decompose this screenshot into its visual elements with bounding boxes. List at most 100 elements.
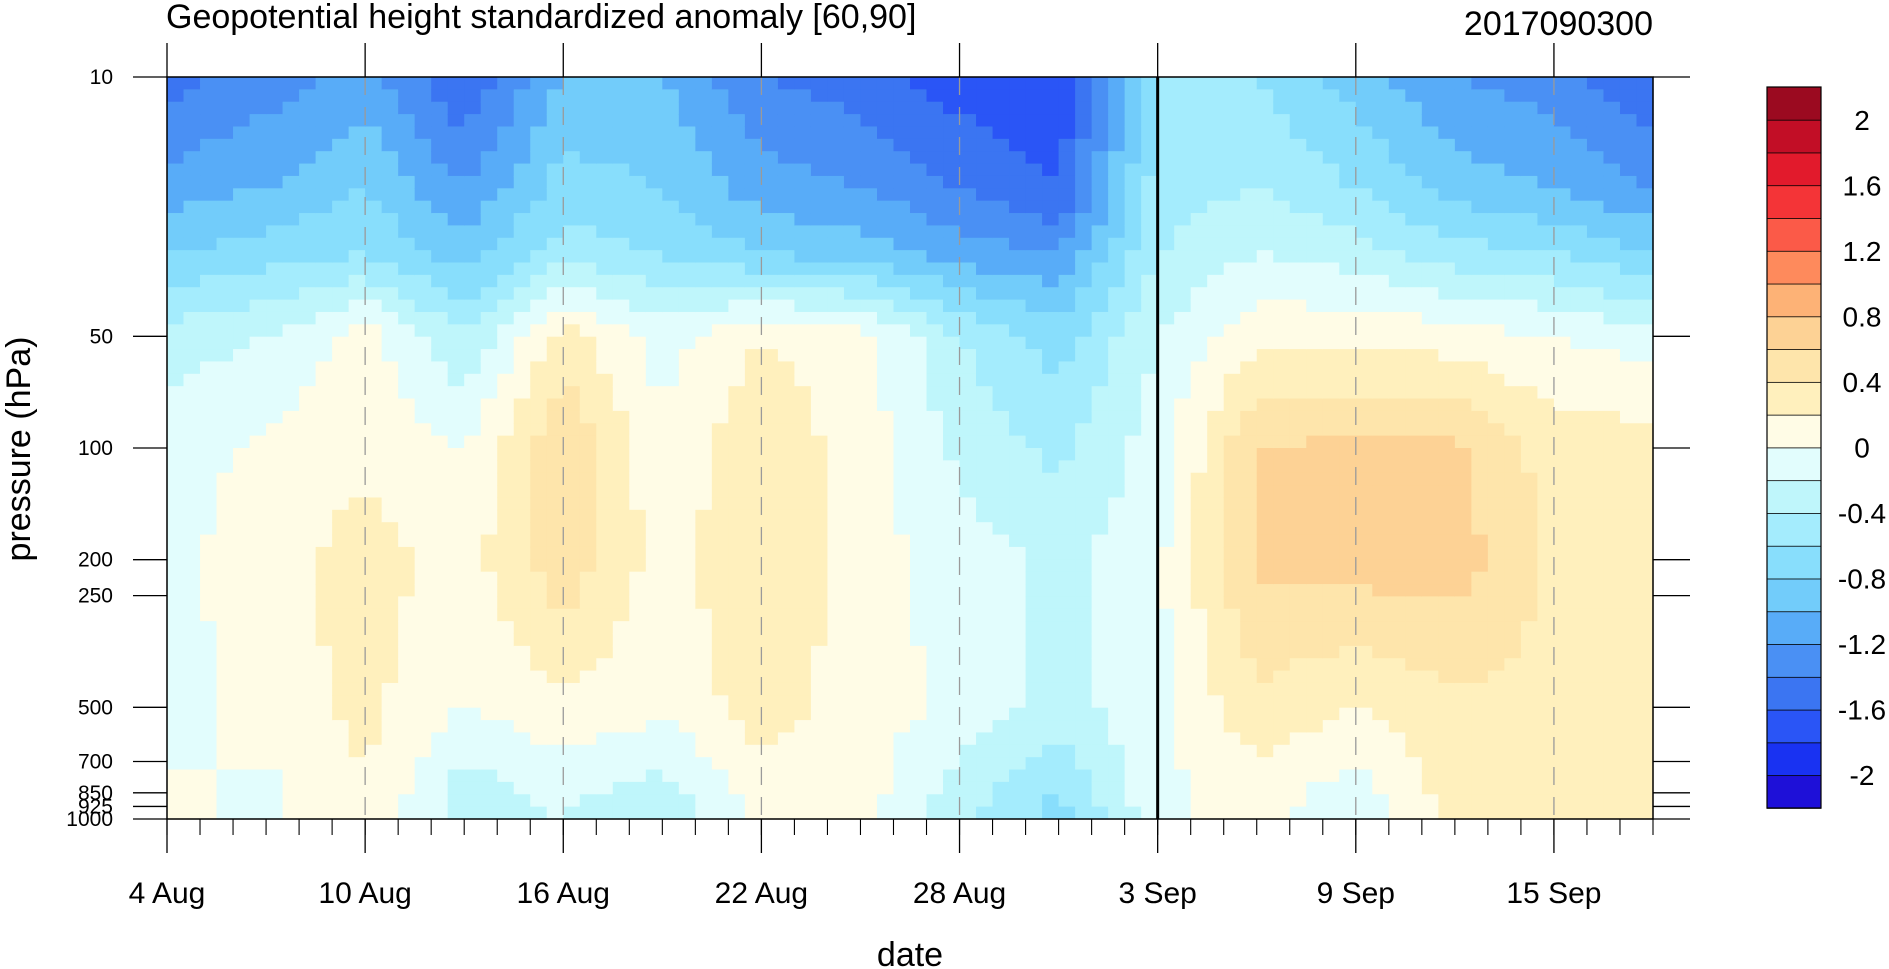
- field-cell: [1141, 163, 1159, 177]
- field-cell: [167, 460, 185, 474]
- field-cell: [1091, 299, 1109, 313]
- field-cell: [943, 410, 961, 424]
- field-cell: [563, 794, 581, 808]
- field-cell: [183, 608, 201, 622]
- field-cell: [233, 237, 251, 251]
- field-cell: [1289, 682, 1307, 696]
- field-cell: [579, 398, 597, 412]
- field-cell: [1438, 398, 1456, 412]
- field-cell: [579, 410, 597, 424]
- field-cell: [728, 720, 746, 734]
- field-cell: [1124, 225, 1142, 239]
- field-cell: [282, 806, 300, 820]
- field-cell: [348, 460, 366, 474]
- field-cell: [662, 435, 680, 449]
- field-cell: [761, 757, 779, 771]
- field-cell: [678, 448, 696, 461]
- field-cell: [810, 460, 829, 474]
- field-cell: [332, 151, 350, 165]
- field-cell: [843, 410, 862, 424]
- field-cell: [645, 732, 663, 746]
- field-cell: [1256, 707, 1274, 721]
- field-cell: [728, 559, 746, 573]
- field-cell: [497, 299, 515, 313]
- field-cell: [645, 744, 663, 758]
- field-cell: [1289, 472, 1307, 486]
- field-cell: [777, 658, 796, 672]
- field-cell: [1306, 410, 1324, 424]
- field-cell: [1190, 695, 1208, 709]
- field-cell: [200, 522, 218, 536]
- field-cell: [1339, 163, 1357, 177]
- field-cell: [728, 373, 746, 387]
- field-cell: [1372, 435, 1390, 449]
- field-cell: [332, 349, 350, 363]
- field-cell: [332, 497, 350, 511]
- field-cell: [1042, 138, 1060, 152]
- field-cell: [563, 373, 581, 387]
- field-cell: [959, 559, 977, 573]
- field-cell: [1240, 744, 1258, 758]
- field-cell: [1405, 497, 1423, 511]
- field-cell: [1438, 126, 1456, 140]
- field-cell: [926, 138, 944, 152]
- field-cell: [943, 213, 961, 226]
- field-cell: [794, 732, 812, 746]
- field-cell: [728, 497, 746, 511]
- field-cell: [348, 695, 366, 709]
- field-cell: [497, 77, 515, 90]
- field-cell: [348, 398, 366, 412]
- field-cell: [464, 349, 482, 363]
- field-cell: [1421, 324, 1439, 338]
- field-cell: [513, 621, 531, 635]
- field-cell: [563, 126, 581, 140]
- field-cell: [414, 373, 432, 387]
- field-cell: [1256, 781, 1274, 795]
- field-cell: [216, 522, 234, 536]
- field-cell: [200, 114, 218, 128]
- field-cell: [1091, 151, 1109, 165]
- field-cell: [1388, 274, 1406, 288]
- field-cell: [546, 633, 564, 647]
- field-cell: [943, 448, 961, 461]
- field-cell: [1504, 757, 1522, 771]
- field-cell: [200, 361, 218, 375]
- field-cell: [183, 138, 201, 152]
- field-cell: [1025, 633, 1043, 647]
- field-cell: [777, 386, 796, 400]
- field-cell: [976, 114, 994, 128]
- field-cell: [1025, 398, 1043, 412]
- field-cell: [381, 757, 399, 771]
- field-cell: [1355, 114, 1373, 128]
- field-cell: [1042, 472, 1060, 486]
- field-cell: [332, 522, 350, 536]
- field-cell: [1421, 435, 1439, 449]
- field-cell: [777, 522, 796, 536]
- field-cell: [381, 522, 399, 536]
- field-cell: [843, 126, 862, 140]
- field-cell: [266, 138, 284, 152]
- field-cell: [1339, 349, 1357, 363]
- field-cell: [216, 596, 234, 610]
- field-cell: [1207, 448, 1225, 461]
- field-cell: [910, 757, 928, 771]
- field-cell: [1388, 126, 1406, 140]
- field-cell: [579, 237, 597, 251]
- field-cell: [233, 485, 251, 499]
- field-cell: [1075, 274, 1093, 288]
- field-cell: [1223, 237, 1241, 251]
- field-cell: [1273, 386, 1291, 400]
- field-cell: [1520, 682, 1539, 696]
- field-cell: [447, 633, 465, 647]
- field-cell: [464, 200, 482, 214]
- field-cell: [579, 349, 597, 363]
- field-cell: [1058, 794, 1076, 808]
- field-cell: [1471, 311, 1489, 325]
- field-cell: [1405, 720, 1423, 734]
- field-cell: [910, 732, 928, 746]
- field-cell: [1174, 262, 1192, 276]
- field-cell: [1108, 658, 1126, 672]
- field-cell: [414, 114, 432, 128]
- field-cell: [910, 262, 928, 276]
- field-cell: [910, 571, 928, 585]
